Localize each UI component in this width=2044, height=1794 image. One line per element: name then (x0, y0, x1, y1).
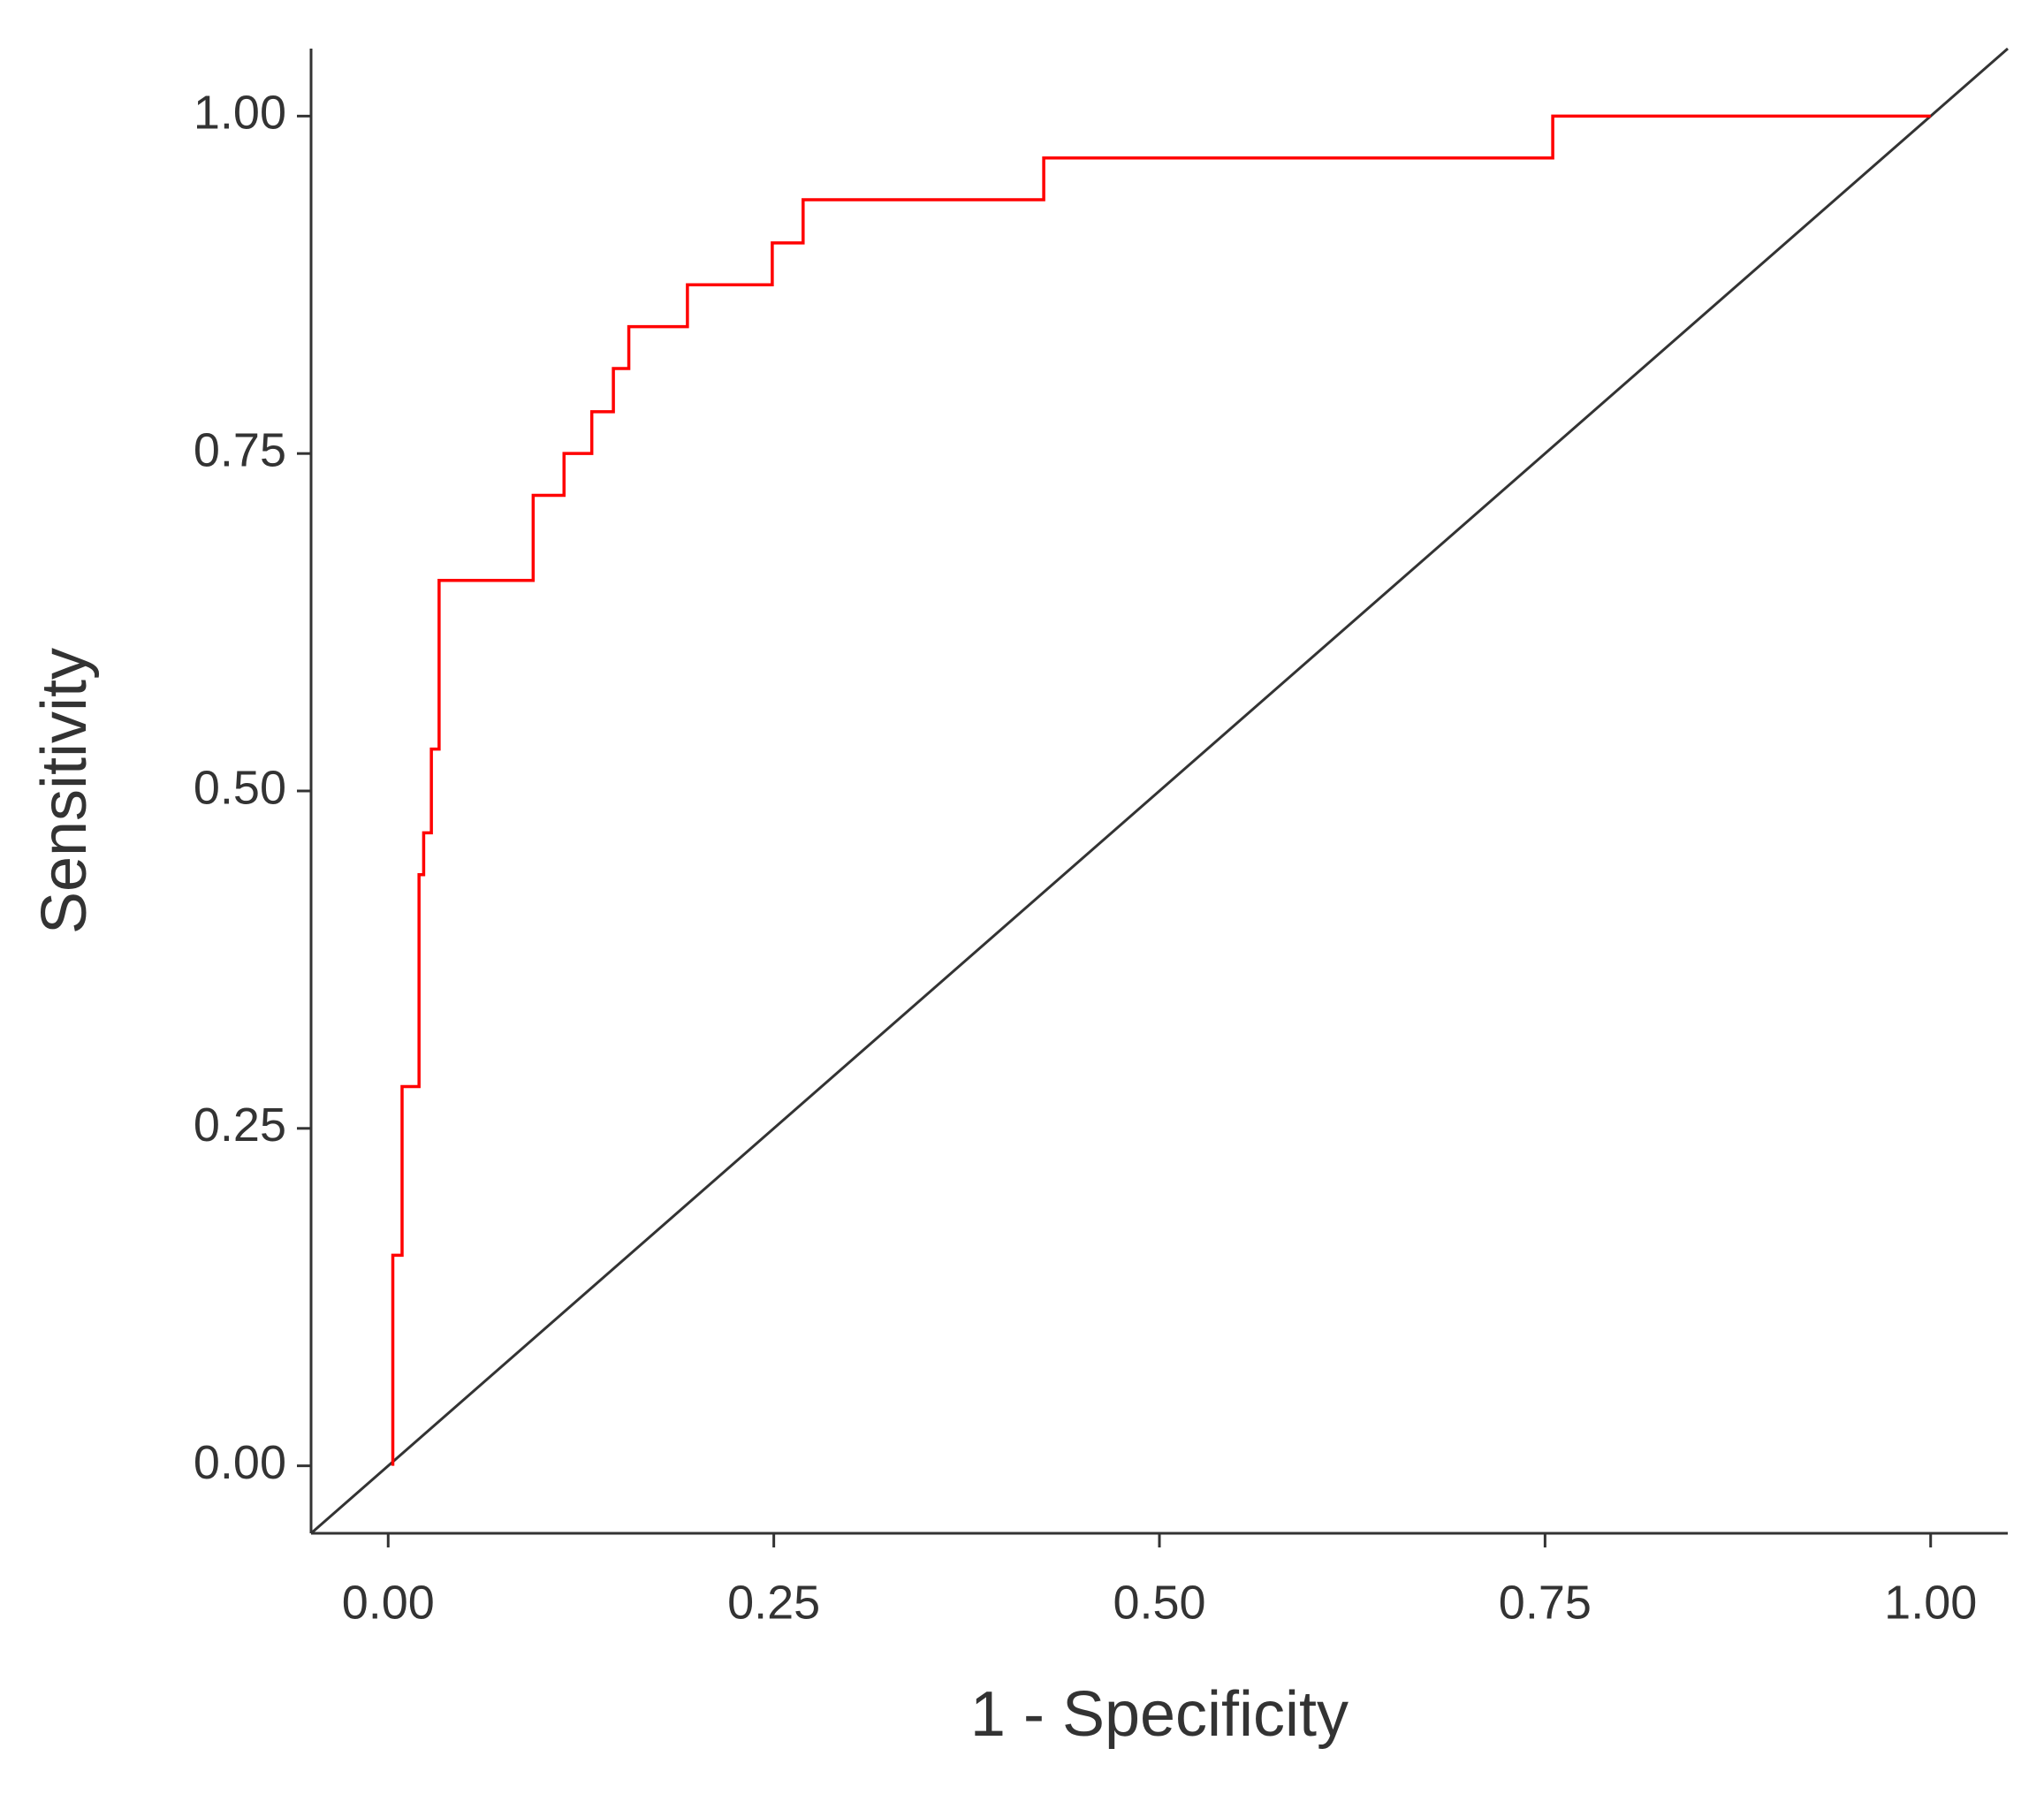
x-tick-label: 0.00 (342, 1576, 435, 1629)
y-axis-title: Sensitivity (29, 648, 100, 934)
x-tick-label: 0.50 (1113, 1576, 1205, 1629)
reference-line (310, 47, 2009, 1535)
y-tick-label: 0.00 (194, 1436, 286, 1489)
y-tick-label: 0.75 (194, 423, 286, 476)
x-tick-label: 0.75 (1499, 1576, 1592, 1629)
x-tick-label: 0.25 (727, 1576, 820, 1629)
y-tick-label: 0.50 (194, 761, 286, 814)
y-tick-label: 1.00 (194, 87, 286, 140)
x-tick-label: 1.00 (1884, 1576, 1977, 1629)
y-tick-label: 0.25 (194, 1098, 286, 1152)
roc-curve (391, 114, 1931, 1466)
x-axis-title: 1 - Specificity (970, 1679, 1349, 1750)
